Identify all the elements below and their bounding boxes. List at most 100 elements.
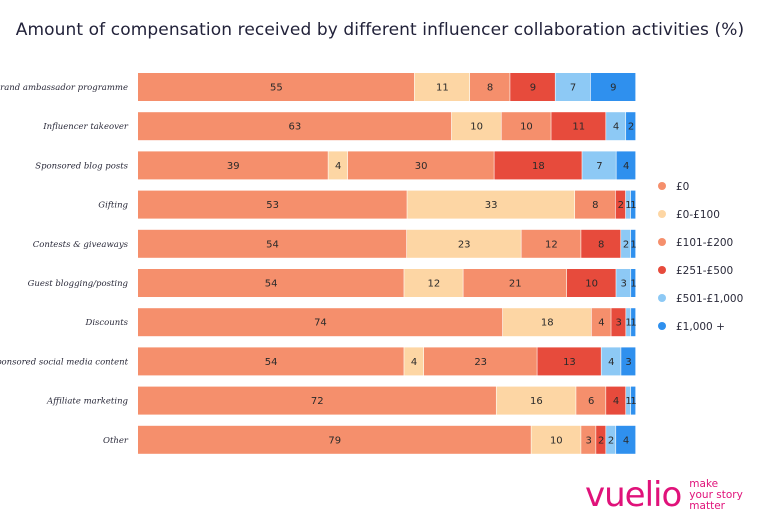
data-label: 2 (618, 200, 624, 211)
bar-segment (404, 347, 424, 376)
bar-segment (591, 308, 611, 337)
data-label: 1 (630, 200, 636, 211)
bar-segment (616, 425, 636, 454)
category-label: Gifting (98, 201, 128, 211)
data-label: 4 (623, 161, 629, 172)
category-label: Discounts (85, 318, 129, 328)
data-label: 1 (625, 396, 631, 407)
data-label: 79 (328, 435, 341, 446)
category-label: Other (103, 436, 129, 446)
legend-label: £0-£100 (676, 209, 720, 221)
logo-tagline: make your story matter (689, 478, 743, 512)
data-label: 54 (265, 357, 278, 368)
bar-segment (406, 229, 521, 258)
data-label: 10 (550, 435, 563, 446)
data-label: 21 (509, 279, 522, 290)
bar-segment (606, 112, 626, 141)
data-label: 8 (592, 200, 598, 211)
bar-segment (555, 73, 591, 101)
bar-segment (138, 190, 407, 219)
bar-segment (626, 112, 636, 141)
data-label: 23 (458, 239, 471, 250)
data-label: 39 (227, 161, 240, 172)
category-label: Sponsored social media content (0, 357, 129, 367)
bar-segment (582, 151, 616, 180)
data-label: 53 (266, 200, 279, 211)
legend-swatch (658, 322, 666, 330)
data-label: 9 (530, 83, 536, 94)
legend-label: £1,000 + (676, 321, 725, 333)
data-label: 4 (335, 161, 341, 172)
data-label: 1 (630, 396, 636, 407)
data-label: 1 (625, 200, 631, 211)
data-label: 63 (289, 122, 302, 133)
data-label: 2 (608, 435, 614, 446)
bar-segment (606, 425, 616, 454)
data-label: 72 (311, 396, 324, 407)
legend-label: £501-£1,000 (676, 293, 743, 305)
bar-segment (590, 73, 636, 101)
bar-segment (621, 347, 636, 376)
bar-segment (611, 308, 626, 337)
bar-segment (347, 151, 494, 180)
legend-label: £0 (676, 181, 689, 193)
category-label: Affiliate marketing (46, 397, 129, 407)
bar-segment (615, 190, 626, 219)
data-label: 8 (598, 239, 604, 250)
bar-segment (630, 190, 636, 219)
data-label: 4 (598, 318, 604, 329)
data-label: 55 (270, 83, 283, 94)
data-label: 4 (623, 435, 629, 446)
bar-segment (502, 308, 592, 337)
legend-swatch (658, 294, 666, 302)
bar-segment (531, 425, 581, 454)
data-label: 18 (541, 318, 554, 329)
tagline-line-2: your story (689, 488, 743, 501)
data-label: 4 (411, 357, 417, 368)
data-label: 3 (625, 357, 631, 368)
bar-segment (494, 151, 582, 180)
bar-segment (631, 386, 636, 415)
data-label: 2 (628, 122, 634, 133)
data-label: 2 (598, 435, 604, 446)
bar-segment (626, 308, 631, 337)
data-label: 1 (625, 318, 631, 329)
category-label: Guest blogging/posting (28, 279, 129, 289)
bar-segment (414, 73, 470, 101)
bar-segment (407, 190, 575, 219)
logo-wordmark: vuelio (585, 475, 682, 515)
bar-segment (631, 229, 636, 258)
data-label: 13 (563, 357, 576, 368)
data-label: 3 (620, 279, 626, 290)
data-label: 1 (630, 279, 636, 290)
bar-segment (631, 308, 636, 337)
bar-segment (576, 386, 606, 415)
data-label: 23 (474, 357, 487, 368)
bar-segment (510, 73, 555, 101)
legend-swatch (658, 210, 666, 218)
data-label: 4 (613, 396, 619, 407)
bar-segment (138, 425, 531, 454)
bar-segment (138, 151, 328, 180)
chart-title: Amount of compensation received by diffe… (15, 20, 745, 40)
bar-segment (616, 151, 636, 180)
data-label: 74 (314, 318, 327, 329)
bar-segment (463, 269, 567, 297)
data-label: 18 (532, 161, 545, 172)
category-label: Contests & giveaways (33, 240, 129, 250)
data-label: 6 (588, 396, 594, 407)
data-label: 9 (610, 83, 616, 94)
bar-segment (626, 386, 631, 415)
data-label: 3 (616, 318, 622, 329)
bar-segment (138, 229, 407, 258)
bar-segment (537, 347, 601, 376)
bar-segment (621, 229, 631, 258)
bar-segment (551, 112, 606, 141)
legend-swatch (658, 182, 666, 190)
category-label: Influencer takeover (42, 122, 129, 132)
bar-segment (404, 269, 463, 297)
bar-segment (328, 151, 348, 180)
legend-swatch (658, 266, 666, 274)
data-label: 8 (487, 83, 493, 94)
bar-segment (601, 347, 621, 376)
